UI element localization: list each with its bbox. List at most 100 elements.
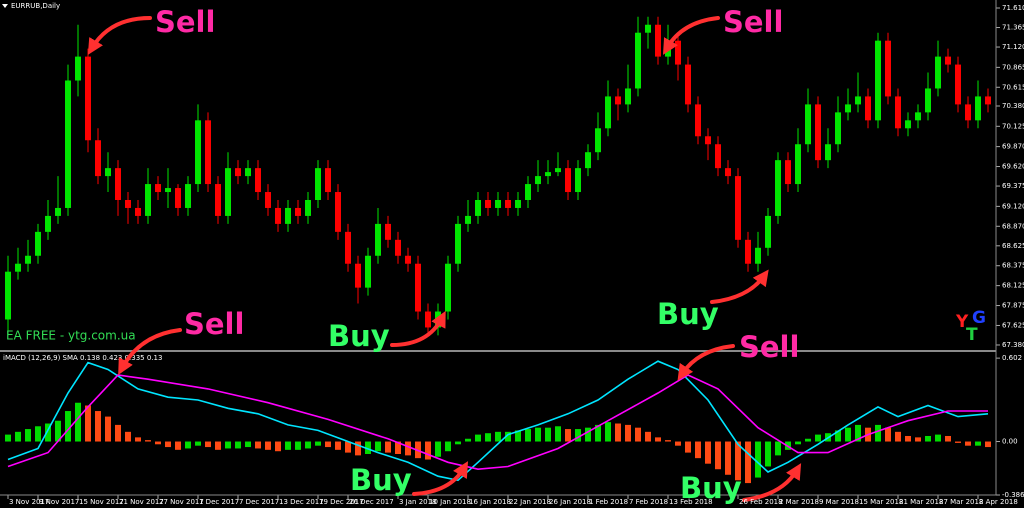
candle-body (15, 263, 21, 272)
histogram-bar (695, 441, 701, 459)
histogram-bar (835, 430, 841, 442)
x-tick-label: 15 Mar 2018 (859, 498, 903, 506)
y-tick-label: 71.610 (1002, 4, 1024, 12)
candle-body (515, 199, 521, 208)
candle-body (605, 96, 611, 129)
candle-body (215, 184, 221, 216)
candle-body (475, 199, 481, 216)
candle-body (545, 172, 551, 177)
candle-body (145, 184, 151, 216)
candle-body (125, 199, 131, 208)
histogram-bar (95, 411, 101, 442)
histogram-bar (385, 441, 391, 453)
histogram-bar (345, 441, 351, 453)
y-tick-label: -0.386 (1002, 491, 1024, 499)
histogram-bar (35, 426, 41, 442)
indicator-line (7, 374, 988, 471)
candle-body (925, 88, 931, 113)
histogram-bar (665, 440, 671, 442)
x-tick-label: 26 Dec 2017 (349, 498, 394, 506)
histogram-bar (155, 441, 161, 445)
candle-body (275, 207, 281, 224)
histogram-bar (205, 441, 211, 448)
candle-body (615, 96, 621, 105)
candle-body (695, 104, 701, 137)
logo-letter: G (972, 308, 986, 328)
candle-body (315, 168, 321, 200)
candle-body (295, 207, 301, 216)
candle-body (705, 136, 711, 145)
histogram-bar (645, 431, 651, 442)
candle-body (465, 215, 471, 224)
candle-body (945, 56, 951, 65)
histogram-bar (445, 441, 451, 452)
candle-body (565, 168, 571, 193)
histogram-bar (485, 433, 491, 442)
histogram-bar (475, 434, 481, 442)
arrows (87, 16, 802, 502)
histogram-bar (165, 441, 171, 448)
x-tick-label: 1 Feb 2018 (589, 498, 628, 506)
candle-body (225, 168, 231, 216)
candle-body (115, 168, 121, 200)
histogram-bar (15, 431, 21, 442)
arrow (390, 310, 446, 347)
candle-body (855, 96, 861, 105)
x-tick-label: 16 Jan 2018 (469, 498, 511, 506)
buy-label: Buy (680, 471, 742, 505)
candle-body (645, 24, 651, 33)
x-tick-label: 13 Dec 2017 (279, 498, 324, 506)
histogram-bar (105, 416, 111, 442)
histogram-bar (265, 441, 271, 450)
candle-body (905, 120, 911, 129)
x-tick-label: 13 Feb 2018 (669, 498, 713, 506)
histogram-bar (635, 427, 641, 442)
y-tick-label: 71.365 (1002, 24, 1024, 32)
candle-body (305, 199, 311, 216)
histogram-bar (585, 427, 591, 442)
candle-body (345, 231, 351, 264)
histogram-bar (735, 441, 741, 481)
candle-body (725, 168, 731, 177)
histogram-bar (135, 437, 141, 442)
y-tick-label: 70.125 (1002, 122, 1024, 130)
candle-body (5, 271, 11, 320)
histogram-bar (255, 441, 261, 449)
histogram-bar (575, 429, 581, 442)
candle-body (585, 152, 591, 169)
candle-body (635, 32, 641, 89)
candle-body (745, 239, 751, 264)
histogram-bar (855, 424, 861, 442)
histogram-bar (545, 427, 551, 442)
x-tick-label: 7 Feb 2018 (629, 498, 668, 506)
watermark: EA FREE - ytg.com.ua (6, 329, 136, 343)
x-tick-label: 3 Nov 2017 (9, 498, 49, 506)
histogram-bar (45, 423, 51, 442)
buy-label: Buy (328, 319, 390, 353)
candle-body (285, 207, 291, 224)
candle-body (165, 188, 171, 193)
candle-body (485, 199, 491, 208)
histogram-bar (65, 411, 71, 442)
histogram-bar (535, 427, 541, 442)
candle-body (685, 64, 691, 105)
histogram-bar (405, 441, 411, 456)
histogram-bar (775, 441, 781, 456)
candle-body (405, 255, 411, 264)
candle-body (445, 263, 451, 312)
histogram-bar (955, 441, 961, 443)
histogram-bar (55, 420, 61, 442)
histogram-bar (495, 431, 501, 442)
buy-label: Buy (657, 297, 719, 331)
histogram-bar (905, 435, 911, 442)
y-tick-label: 70.865 (1002, 63, 1024, 71)
candle-body (915, 112, 921, 121)
logo-letter: T (966, 325, 978, 345)
candle-body (95, 140, 101, 177)
y-tick-label: 70.615 (1002, 83, 1024, 91)
candle-body (175, 188, 181, 208)
candle-body (75, 56, 81, 81)
candle-body (25, 255, 31, 264)
x-tick-label: 22 Jan 2018 (509, 498, 551, 506)
